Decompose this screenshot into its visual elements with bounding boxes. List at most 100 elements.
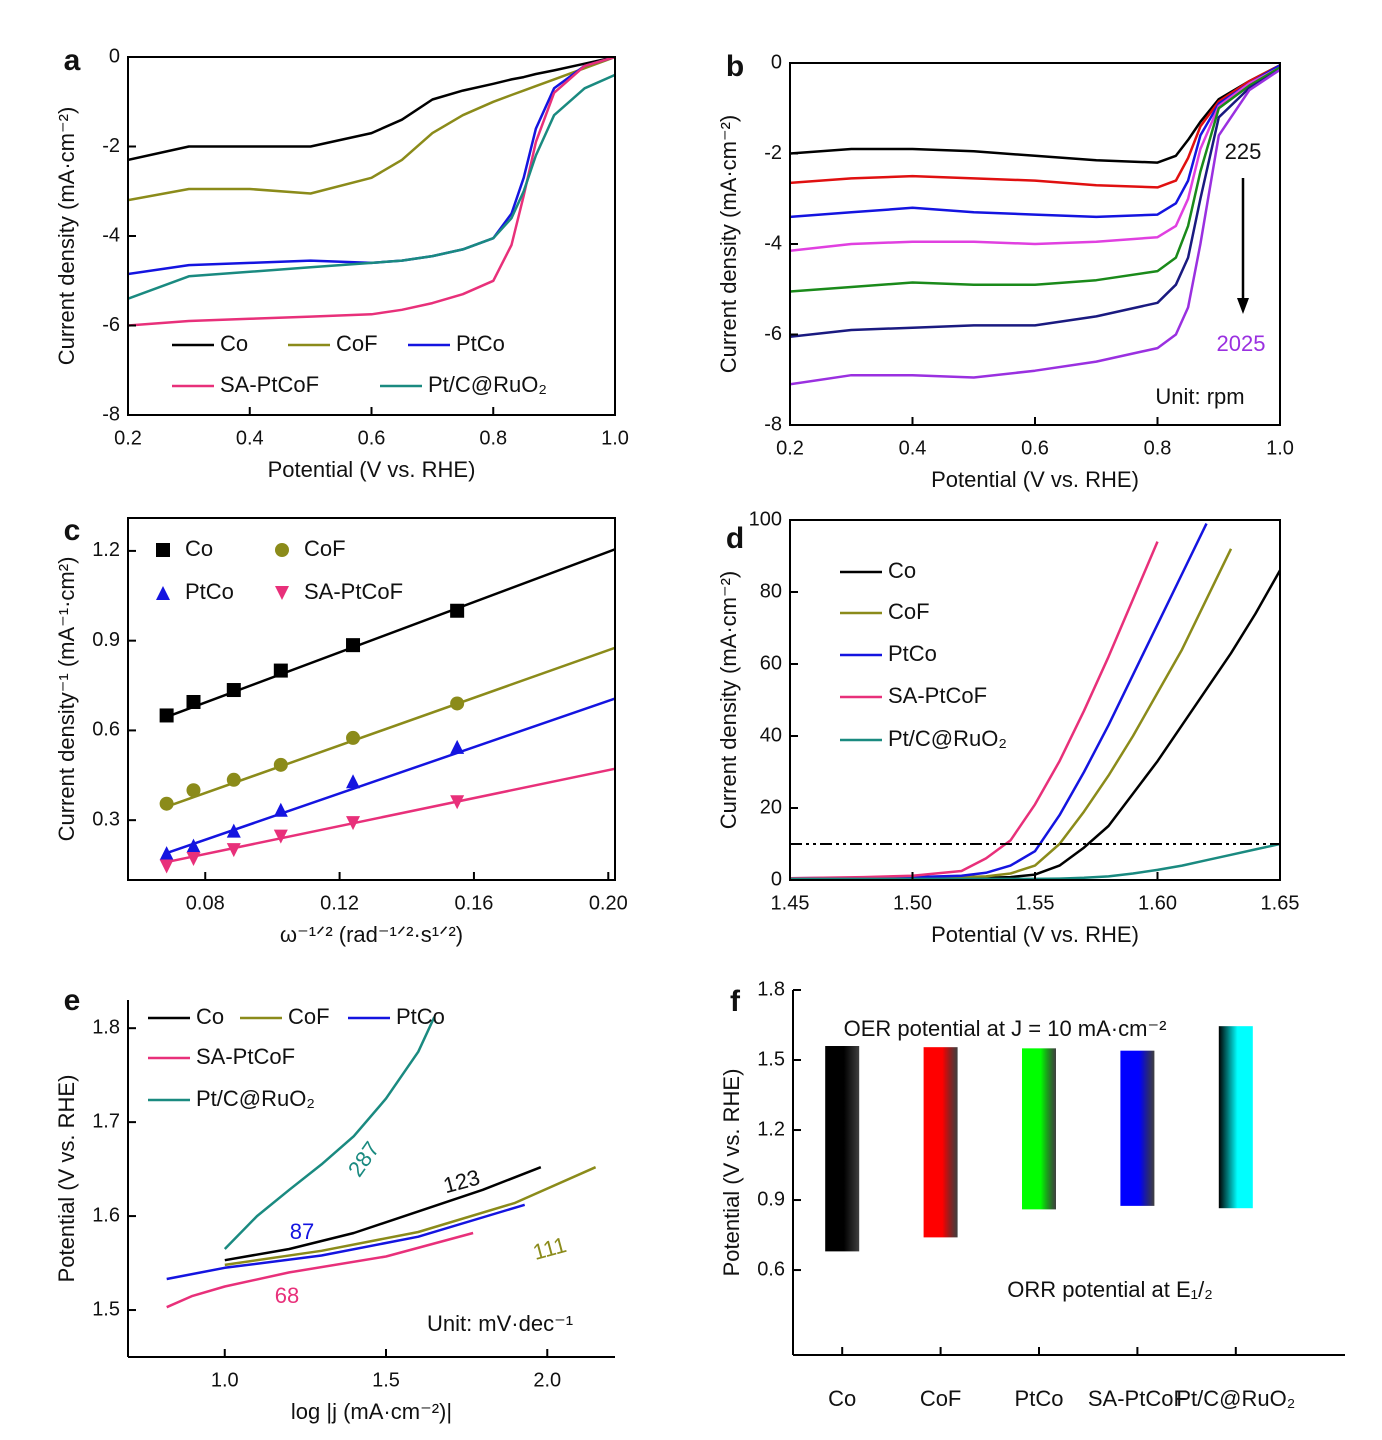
x-tick-label: 0.8: [479, 427, 507, 449]
point: [450, 739, 465, 754]
annotation: 287: [343, 1137, 385, 1181]
panel-label: e: [64, 984, 81, 1017]
bar: [923, 1047, 958, 1238]
x-tick-label: 0.16: [454, 892, 493, 914]
fit-line: [166, 646, 615, 808]
point: [273, 663, 288, 678]
y-tick-label: 100: [749, 508, 782, 530]
y-tick-label: -6: [764, 323, 782, 345]
legend-label: SA-PtCoF: [888, 683, 987, 708]
line: [790, 64, 1280, 164]
legend-label: CoF: [304, 536, 346, 561]
legend-label: PtCo: [456, 331, 505, 356]
x-tick-label: Pt/C@RuO₂: [1176, 1386, 1295, 1411]
y-tick-label: 1.6: [92, 1204, 120, 1226]
y-tick-label: 1.8: [92, 1016, 120, 1038]
x-tick-label: 0.4: [236, 427, 264, 449]
point: [620, 759, 634, 773]
bar: [1120, 1050, 1155, 1206]
y-tick-label: 0: [771, 868, 782, 890]
legend-label: Co: [196, 1004, 224, 1029]
point: [226, 823, 241, 838]
line: [790, 64, 1280, 219]
x-tick-label: 0.2: [776, 437, 804, 459]
point: [620, 541, 634, 555]
line: [128, 57, 615, 327]
annotation: 225: [1225, 139, 1262, 164]
line: [128, 57, 615, 202]
panel-label: d: [726, 522, 744, 555]
x-tick-label: SA-PtCoF: [1088, 1386, 1187, 1411]
fit-line: [166, 697, 615, 855]
legend-label: CoF: [888, 599, 930, 624]
line: [790, 541, 1159, 880]
fit-line: [166, 767, 615, 864]
point: [159, 708, 174, 723]
legend-label: Pt/C@RuO₂: [196, 1086, 315, 1111]
legend-marker: [156, 543, 170, 557]
x-tick-label: 0.08: [186, 892, 225, 914]
y-tick-label: 1.8: [757, 978, 785, 1000]
fit-line: [166, 547, 615, 719]
annotation: 87: [290, 1219, 314, 1244]
line: [224, 1166, 542, 1262]
point: [620, 691, 634, 705]
line: [790, 569, 1280, 880]
panel-label: b: [726, 50, 744, 83]
point: [450, 795, 465, 810]
point: [450, 603, 465, 618]
legend-label: SA-PtCoF: [304, 579, 403, 604]
point: [346, 638, 361, 653]
x-tick-label: 1.5: [372, 1369, 400, 1391]
legend-label: PtCo: [396, 1004, 445, 1029]
x-tick-label: 0.20: [589, 892, 628, 914]
plot-area: [128, 57, 615, 327]
legend-label: Co: [185, 536, 213, 561]
axes-frame: [127, 517, 616, 881]
y-tick-label: -8: [764, 413, 782, 435]
y-axis-label: Current density⁻¹ (mA⁻¹·cm²): [54, 557, 79, 842]
plot-area: [790, 523, 1280, 880]
line: [790, 68, 1280, 386]
bar: [825, 1046, 860, 1252]
legend-label: Co: [888, 558, 916, 583]
y-axis-label: Current density (mA·cm⁻²): [716, 571, 741, 830]
axes-frame: [789, 519, 1281, 881]
arrow-head: [1237, 298, 1249, 314]
y-tick-label: 0: [109, 45, 120, 67]
y-tick-label: -4: [102, 224, 120, 246]
line: [128, 73, 615, 300]
legend-label: SA-PtCoF: [220, 372, 319, 397]
point: [346, 816, 361, 831]
x-axis-label: log |j (mA·cm⁻²)|: [291, 1399, 452, 1424]
point: [226, 772, 241, 787]
annotation: Unit: rpm: [1155, 384, 1244, 409]
y-tick-label: 1.5: [757, 1048, 785, 1070]
point: [159, 846, 174, 861]
y-axis-label: Potential (V vs. RHE): [54, 1075, 79, 1283]
y-tick-label: 1.5: [92, 1298, 120, 1320]
x-tick-label: 0.2: [114, 427, 142, 449]
line: [790, 66, 1280, 253]
x-tick-label: 1.0: [1266, 437, 1294, 459]
panel-label: a: [64, 44, 81, 77]
bar: [1022, 1048, 1056, 1210]
annotation: OER potential at J = 10 mA·cm⁻²: [844, 1016, 1167, 1041]
y-tick-label: 0.9: [92, 629, 120, 651]
point: [273, 757, 288, 772]
x-tick-label: PtCo: [1015, 1386, 1064, 1411]
panel-label: f: [730, 985, 741, 1018]
plot-area: [790, 64, 1280, 386]
legend-marker: [275, 586, 289, 600]
line: [790, 66, 1280, 293]
legend-label: PtCo: [888, 641, 937, 666]
point: [450, 696, 465, 711]
line: [166, 1231, 474, 1309]
x-tick-label: 1.45: [771, 892, 810, 914]
x-axis-label: Potential (V vs. RHE): [931, 922, 1139, 947]
y-tick-label: -2: [102, 135, 120, 157]
y-tick-label: 0.6: [92, 719, 120, 741]
panel-label: c: [64, 514, 81, 547]
y-tick-label: 20: [760, 796, 782, 818]
